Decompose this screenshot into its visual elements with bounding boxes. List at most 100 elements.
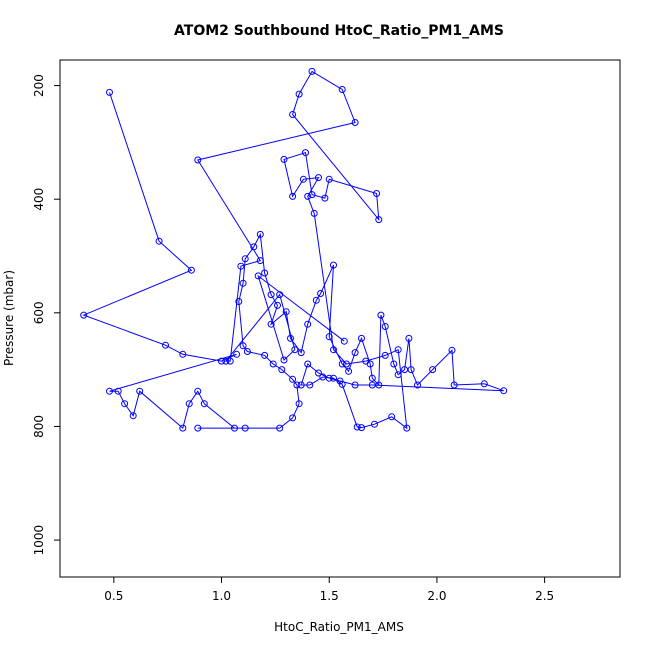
data-point [269, 360, 277, 368]
data-point [304, 192, 312, 200]
data-point [194, 387, 202, 395]
data-point [241, 255, 249, 263]
data-point [319, 373, 327, 381]
data-point [500, 387, 508, 395]
data-point [448, 346, 456, 354]
data-point [136, 387, 144, 395]
data-point [358, 424, 365, 432]
data-point [368, 374, 376, 382]
data-point [405, 334, 413, 342]
data-point [338, 86, 346, 93]
x-axis-label: HtoC_Ratio_PM1_AMS [274, 620, 404, 634]
data-point [381, 351, 389, 359]
data-point [351, 119, 359, 126]
data-point [330, 346, 337, 354]
x-tick-label: 0.5 [104, 589, 123, 603]
data-point [340, 337, 348, 345]
data-point [280, 356, 288, 364]
data-point [114, 387, 122, 395]
data-point [194, 424, 202, 432]
data-point [315, 174, 322, 182]
x-tick-label: 2.0 [427, 589, 446, 603]
plot-content [80, 67, 508, 432]
data-point [231, 424, 238, 432]
data-point [325, 333, 333, 341]
data-point [407, 366, 415, 374]
data-point [414, 381, 421, 389]
data-point [289, 414, 297, 422]
data-point [377, 311, 385, 319]
data-point [278, 366, 286, 374]
data-point [304, 360, 312, 368]
data-point [276, 291, 284, 299]
data-point [218, 357, 225, 365]
data-point [295, 400, 303, 408]
data-point [403, 424, 411, 432]
data-point [179, 350, 187, 358]
data-point [480, 380, 488, 388]
data-point [267, 291, 275, 299]
data-point [325, 175, 333, 183]
data-point [351, 381, 359, 389]
data-point [388, 413, 396, 421]
data-point [250, 243, 258, 251]
data-point [306, 381, 314, 389]
x-tick-label: 1.5 [320, 589, 339, 603]
y-axis: 200 400 600 800 1000 [32, 74, 61, 556]
data-point [375, 216, 383, 224]
data-point [267, 320, 275, 328]
y-tick-label: 800 [32, 415, 46, 438]
data-point [276, 424, 284, 432]
y-tick-label: 400 [32, 188, 46, 211]
data-point [330, 374, 337, 382]
data-point [429, 366, 437, 374]
data-point [295, 90, 303, 98]
data-point [330, 261, 337, 269]
data-point [317, 290, 325, 297]
y-tick-label: 600 [32, 301, 46, 324]
data-point [345, 367, 353, 375]
data-point [233, 350, 241, 358]
data-point [353, 423, 361, 431]
data-point [155, 237, 163, 245]
data-point [297, 349, 305, 357]
y-tick-label: 1000 [32, 525, 46, 556]
series-line [82, 70, 504, 430]
y-axis-label: Pressure (mbar) [2, 270, 16, 366]
data-point [194, 156, 202, 164]
data-point [289, 375, 297, 383]
x-tick-label: 2.5 [535, 589, 554, 603]
data-point [280, 155, 288, 163]
data-point [106, 387, 113, 395]
x-tick-label: 1.0 [212, 589, 231, 603]
data-point [394, 346, 402, 354]
data-point [241, 424, 249, 432]
data-point [291, 346, 299, 354]
data-point [282, 308, 290, 316]
data-point [274, 301, 281, 309]
data-point [351, 349, 359, 357]
data-point [338, 360, 346, 368]
data-point [287, 334, 294, 342]
data-point [289, 192, 297, 200]
data-point [310, 209, 318, 217]
data-point [321, 194, 329, 202]
data-point [226, 357, 234, 365]
data-point [343, 360, 350, 368]
data-point [368, 381, 376, 389]
data-point [373, 190, 381, 197]
data-point [162, 341, 169, 349]
data-point [308, 67, 316, 75]
data-point [390, 360, 398, 368]
data-point [302, 149, 309, 157]
data-point [254, 272, 262, 280]
data-point [371, 420, 378, 428]
data-point [304, 320, 312, 328]
data-point [362, 357, 370, 365]
data-point [289, 111, 297, 118]
data-point [106, 88, 113, 96]
data-point [187, 266, 195, 274]
data-point [129, 412, 137, 420]
